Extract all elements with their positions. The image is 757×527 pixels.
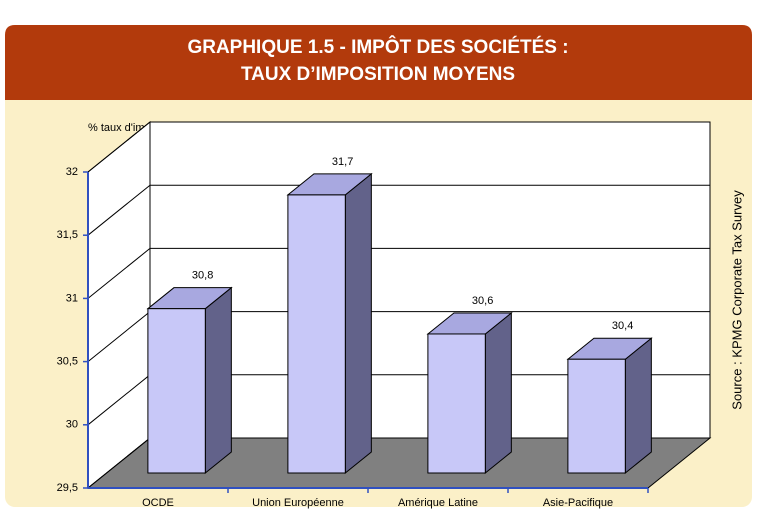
x-tick-label: Amérique Latine [398, 497, 478, 509]
bar-side [344, 172, 372, 475]
x-tick-label: Asie-Pacifique [543, 497, 613, 509]
header [5, 25, 752, 100]
y-tick-label: 31 [66, 292, 78, 304]
y-tick-label: 32 [66, 166, 78, 178]
x-tick-label: Union Européenne [252, 497, 344, 509]
y-tick-label: 30,5 [57, 356, 78, 368]
bar-side [484, 311, 512, 475]
value-label: 30,8 [192, 270, 213, 282]
bar [427, 333, 486, 474]
value-label: 30,4 [612, 320, 633, 332]
bar-side [624, 337, 652, 475]
bar-side [204, 286, 232, 475]
y-tick-label: 30 [66, 419, 78, 431]
chart-title: TAUX D’IMPOSITION MOYENS [241, 64, 515, 85]
plot: 29,5 30 30,5 31 31,5 32 OCDE 30,8 Union Européen… [57, 120, 712, 509]
bar [287, 194, 346, 474]
y-tick-label: 31,5 [57, 229, 78, 241]
bar [147, 308, 206, 474]
source: Source : KPMG Corporate Tax Survey [729, 190, 744, 410]
value-label: 30,6 [472, 295, 493, 307]
value-label: 31,7 [332, 156, 353, 168]
x-tick-label: OCDE [142, 497, 174, 509]
side-wall [87, 120, 151, 490]
y-tick-label: 29,5 [57, 482, 78, 494]
grid-line [87, 247, 710, 299]
grid-line [87, 184, 710, 236]
bar [567, 358, 626, 474]
grid-line [87, 121, 710, 173]
chart-title: GRAPHIQUE 1.5 - IMPÔT DES SOCIÉTÉS : [187, 36, 568, 58]
